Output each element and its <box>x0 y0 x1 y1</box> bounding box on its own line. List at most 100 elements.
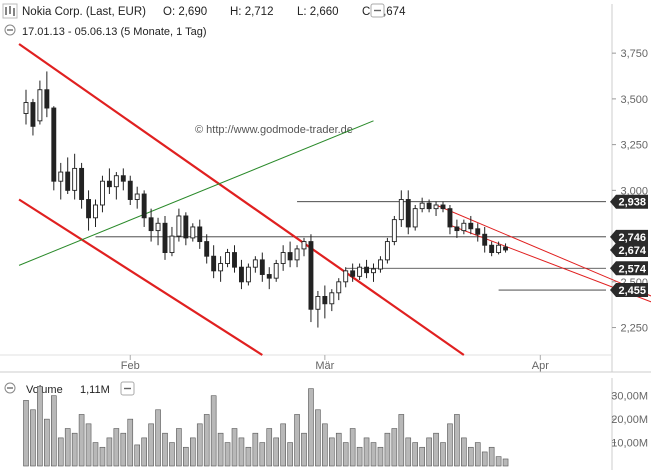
volume-bar <box>391 428 398 467</box>
candle-body <box>148 217 154 232</box>
volume-bar <box>64 428 71 467</box>
volume-bar <box>433 432 439 467</box>
candle-body <box>322 296 328 305</box>
volume-bar <box>335 432 342 467</box>
volume-bar <box>224 442 231 467</box>
candle-body <box>364 266 369 274</box>
volume-bar <box>231 428 238 467</box>
volume-value: 1,11M <box>80 384 110 396</box>
candle-body <box>259 259 265 275</box>
volume-bar <box>190 437 196 467</box>
candle-body <box>65 171 71 191</box>
candle-body <box>273 263 279 279</box>
volume-bar <box>315 409 321 467</box>
candle-body <box>287 252 293 261</box>
volume-header: Volume 1,11M <box>4 381 135 396</box>
volume-bar <box>169 442 175 467</box>
candle-body <box>204 241 210 257</box>
volume-bar <box>481 451 488 467</box>
volume-bar <box>287 442 293 467</box>
high-value: H: 2,712 <box>230 6 273 18</box>
price-tick-label: 3,750 <box>620 48 648 60</box>
month-tick-label: Apr <box>532 360 549 372</box>
price-tag-label: 2,455 <box>618 285 646 297</box>
collapse-icon[interactable] <box>4 24 16 36</box>
candle-body <box>79 167 85 200</box>
price-tick-label: 3,500 <box>620 94 648 106</box>
settings-icon[interactable] <box>370 3 385 18</box>
volume-bar <box>301 432 307 467</box>
candle-body <box>301 241 307 250</box>
candle-body <box>155 222 161 232</box>
candle-body <box>350 270 356 277</box>
price-tag-label: 2,746 <box>618 232 646 244</box>
candle-body <box>343 270 349 283</box>
candle-body <box>496 244 502 254</box>
candle-body <box>482 233 488 246</box>
candle-body <box>211 255 217 272</box>
candle-body <box>252 259 258 268</box>
candle-body <box>294 248 300 261</box>
candle-body <box>426 202 432 210</box>
volume-bars: 30,00M 20,00M 10,00M <box>23 378 648 470</box>
candle-body <box>93 204 98 219</box>
price-tick-label: 3,000 <box>620 185 648 197</box>
price-tick-label: 2,250 <box>620 323 648 335</box>
month-tick-label: Mär <box>315 360 334 372</box>
volume-bar <box>377 446 384 467</box>
candle-body <box>72 167 78 191</box>
volume-bar <box>384 432 391 467</box>
volume-bar <box>176 428 182 467</box>
candle-body <box>120 175 126 182</box>
price-tick-label: 3,250 <box>620 140 648 152</box>
watermark: © http://www.godmode-trader.de <box>195 124 353 136</box>
volume-bar <box>328 437 335 467</box>
volume-bar <box>363 437 370 467</box>
candle-body <box>183 215 189 239</box>
volume-bar <box>50 395 57 467</box>
candle-body <box>190 226 196 239</box>
candle-body <box>503 246 508 251</box>
price-tags: 2,938 2,746 2,574 2,455 2,674 <box>610 194 648 298</box>
volume-bar <box>92 442 99 467</box>
volume-bar <box>273 437 280 467</box>
volume-bar <box>474 442 481 467</box>
trend-line-2 <box>18 120 374 266</box>
candle-body <box>162 222 168 254</box>
volume-bar <box>308 388 314 467</box>
volume-bar <box>266 428 273 467</box>
candle-body <box>308 241 314 310</box>
volume-bar <box>120 432 127 467</box>
candle-body <box>433 204 439 210</box>
price-tag-label: 2,938 <box>618 197 646 209</box>
price-tag-label: 2,574 <box>618 263 646 275</box>
price-tag-box <box>610 261 648 276</box>
date-range: 17.01.13 - 05.06.13 (5 Monate, 1 Tag) <box>22 26 206 38</box>
chart-header: Nokia Corp. (Last, EUR) O: 2,690 H: 2,71… <box>2 3 406 136</box>
volume-bar <box>155 409 161 467</box>
volume-bar <box>467 446 474 467</box>
volume-tick-label: 10,00M <box>611 438 648 450</box>
volume-bar <box>419 446 425 467</box>
candle-body <box>113 175 119 188</box>
volume-bar <box>405 437 412 467</box>
candle-body <box>99 180 105 206</box>
volume-bar <box>342 442 349 467</box>
candle-body <box>371 268 376 274</box>
chart-type-icon[interactable] <box>2 3 18 19</box>
candle-body <box>44 89 50 109</box>
volume-bar <box>162 432 168 467</box>
candle-body <box>315 296 321 310</box>
candle-body <box>357 266 363 277</box>
candlesticks <box>23 71 508 328</box>
volume-bar <box>113 428 120 467</box>
candle-body <box>384 241 390 261</box>
trend-lines <box>18 43 651 356</box>
volume-settings-icon[interactable] <box>120 381 135 396</box>
open-value: O: 2,690 <box>163 6 207 18</box>
candle-body <box>440 204 446 210</box>
volume-collapse-icon[interactable] <box>4 382 16 394</box>
volume-bar <box>245 446 252 467</box>
trend-line-3 <box>435 204 651 297</box>
